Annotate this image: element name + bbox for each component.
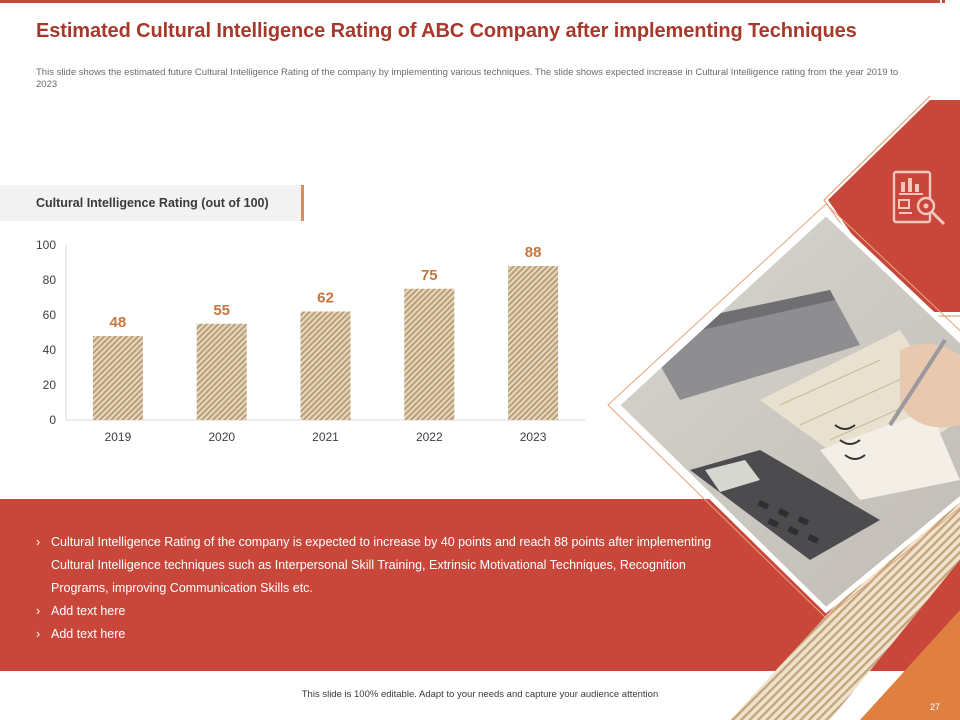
orange-corner-shape — [860, 610, 960, 720]
report-analysis-icon — [892, 170, 946, 226]
chart-bar — [300, 311, 351, 420]
chart-bar — [404, 288, 455, 420]
photo-outline — [607, 203, 960, 619]
bullet-text: Add text here — [51, 604, 126, 618]
bullet-marker: › — [36, 604, 41, 618]
y-tick-label: 0 — [49, 413, 56, 427]
bar-value-label: 55 — [213, 302, 230, 319]
bullet-item: › Add text here — [36, 600, 736, 623]
bar-value-label: 48 — [110, 314, 127, 331]
bullet-item: › Add text here — [36, 623, 736, 646]
chart-heading: Cultural Intelligence Rating (out of 100… — [36, 196, 269, 210]
bar-chart: 0 20 40 60 80 100 48 2019 55 2020 62 2021 75 2022 88 20… — [36, 238, 585, 444]
bullet-marker: › — [36, 535, 41, 549]
photo-frame — [613, 209, 960, 614]
slide-description: This slide shows the estimated future Cu… — [36, 67, 899, 90]
bullet-text: Cultural Intelligence Rating of the comp… — [51, 535, 712, 595]
page-number: 27 — [930, 702, 941, 712]
x-tick-label: 2020 — [208, 430, 235, 444]
y-tick-label: 60 — [43, 308, 57, 322]
top-accent-line — [0, 0, 940, 3]
y-tick-label: 20 — [43, 378, 57, 392]
y-tick-label: 100 — [36, 238, 56, 252]
bullet-item: › Cultural Intelligence Rating of the com… — [36, 531, 736, 600]
bullet-text: Add text here — [51, 627, 126, 641]
chart-bar — [508, 266, 559, 420]
y-tick-label: 80 — [43, 273, 57, 287]
chart-heading-box: Cultural Intelligence Rating (out of 100… — [0, 185, 304, 221]
slide-title: Estimated Cultural Intelligence Rating o… — [36, 20, 857, 42]
top-accent-tick — [942, 0, 945, 3]
summary-bullets: › Cultural Intelligence Rating of the com… — [36, 531, 736, 646]
y-tick-label: 40 — [43, 343, 57, 357]
x-tick-label: 2023 — [520, 430, 547, 444]
bullet-marker: › — [36, 627, 41, 641]
chart-bar — [92, 336, 143, 420]
bar-value-label: 88 — [525, 244, 542, 261]
x-tick-label: 2021 — [312, 430, 339, 444]
chart-bar — [196, 323, 247, 420]
bar-value-label: 62 — [317, 290, 334, 307]
x-tick-label: 2022 — [416, 430, 443, 444]
bar-value-label: 75 — [421, 267, 438, 284]
footer-note: This slide is 100% editable. Adapt to yo… — [301, 689, 659, 700]
x-tick-label: 2019 — [105, 430, 132, 444]
